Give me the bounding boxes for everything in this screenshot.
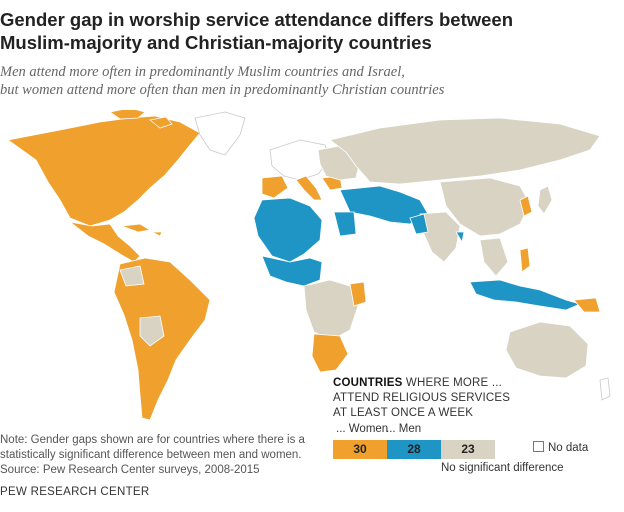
region-korea-japan [519, 195, 533, 217]
region-philippines [519, 247, 531, 273]
region-papua [573, 297, 601, 313]
region-western-europe [269, 139, 331, 181]
legend-heading-rest: WHERE MORE ... [402, 377, 503, 389]
region-north-america [7, 115, 201, 227]
legend-heading-line-2: ATTEND RELIGIOUS SERVICES [333, 392, 511, 404]
legend-men-count: 28 [407, 442, 421, 456]
world-map [7, 110, 611, 421]
region-south-asia [419, 211, 461, 263]
legend-heading: COUNTRIES WHERE MORE ... ATTEND RELIGIOU… [333, 376, 510, 421]
legend-heading-bold: COUNTRIES [333, 377, 403, 389]
note-line-2: statistically significant difference bet… [0, 449, 302, 461]
region-west-africa [261, 255, 323, 287]
region-japan [537, 185, 553, 215]
legend-no-difference-count: 23 [461, 442, 475, 456]
region-greenland [194, 111, 246, 156]
chart-subtitle: Men attend more often in predominantly M… [0, 63, 610, 99]
region-iberia [261, 175, 289, 199]
region-pakistan-bangladesh [409, 213, 465, 244]
region-east-africa [349, 281, 367, 307]
footer-credit: PEW RESEARCH CENTER [0, 486, 150, 498]
region-indonesia-malaysia [469, 279, 582, 311]
legend-women-label: ... Women [336, 423, 389, 435]
legend-no-data-label: No data [548, 442, 589, 454]
title-line-2: Muslim-majority and Christian-majority c… [0, 32, 432, 53]
region-russia [329, 117, 601, 185]
legend-no-difference-label: No significant difference [441, 462, 564, 474]
subtitle-line-1: Men attend more often in predominantly M… [0, 64, 405, 80]
legend-no-difference-box: 23 [441, 440, 495, 459]
region-central-africa [303, 279, 359, 341]
source-note: Note: Gender gaps shown are for countrie… [0, 433, 340, 478]
region-caribbean [121, 223, 163, 237]
region-italy-balkans [295, 175, 343, 201]
region-north-africa [253, 197, 323, 263]
region-southeast-asia [479, 237, 509, 277]
note-line-1: Note: Gender gaps shown are for countrie… [0, 434, 305, 446]
legend-no-data: No data [533, 441, 588, 454]
region-central-america [69, 221, 141, 263]
region-new-zealand [599, 377, 611, 401]
legend-heading-line-3: AT LEAST ONCE A WEEK [333, 407, 474, 419]
legend-women-count: 30 [353, 442, 367, 456]
region-egypt [333, 211, 357, 237]
legend-women-box: 30 [333, 440, 387, 459]
region-southern-africa [311, 333, 349, 373]
legend-men-label: ... Men [386, 423, 422, 435]
subtitle-line-2: but women attend more often than men in … [0, 82, 445, 98]
region-canada-islands [109, 110, 173, 129]
region-china [439, 177, 531, 237]
region-south-america-no-difference [119, 265, 165, 347]
title-line-1: Gender gap in worship service attendance… [0, 9, 514, 30]
region-south-america [113, 257, 211, 421]
legend-men-box: 28 [387, 440, 441, 459]
no-data-swatch-icon [533, 441, 544, 452]
note-source: Source: Pew Research Center surveys, 200… [0, 464, 260, 476]
region-australia [505, 321, 589, 379]
chart-title: Gender gap in worship service attendance… [0, 8, 600, 54]
